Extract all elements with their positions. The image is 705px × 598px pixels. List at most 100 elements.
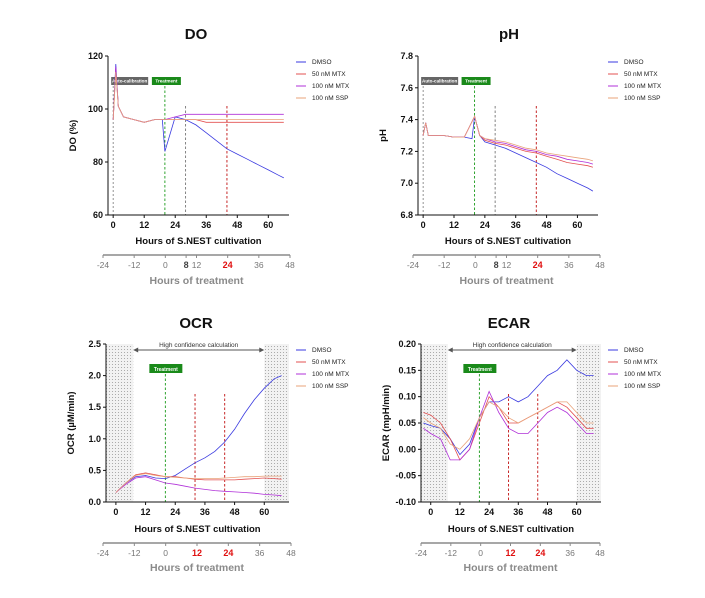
- excluded-region-left: [421, 344, 448, 502]
- treatment-tick-label: -24: [407, 260, 420, 270]
- treatment-tick-label: -12: [128, 260, 141, 270]
- legend-entry: 50 nM MTX: [312, 71, 346, 78]
- treatment-label: Treatment: [465, 79, 487, 84]
- y-tick-label: 1.0: [88, 434, 101, 444]
- calibration-box: [111, 77, 149, 85]
- x-tick-label: 36: [511, 220, 521, 230]
- y-tick-label: 7.4: [400, 115, 413, 125]
- x-tick-label: 24: [484, 507, 494, 517]
- x-tick-label: 48: [542, 220, 552, 230]
- series-line-50-nm-mtx: [115, 472, 282, 493]
- y-tick-label: 60: [93, 210, 103, 220]
- treatment-tick-label: -24: [97, 548, 110, 558]
- treatment-tick-label: 0: [163, 548, 168, 558]
- ecar-chart: ECAR High confidence calculation Treatment…: [381, 315, 662, 574]
- series-line-100-nm-mtx: [423, 390, 594, 461]
- y-tick-label: 0.5: [88, 465, 101, 475]
- treatment-axis-label: Hours of treatment: [150, 275, 244, 287]
- x-tick-label: 60: [259, 507, 269, 517]
- legend-entry: 100 nM SSP: [624, 95, 661, 102]
- treatment-tick-label: -24: [415, 548, 428, 558]
- y-tick-label: 0.20: [398, 339, 416, 349]
- x-tick-label: 12: [141, 507, 151, 517]
- legend-entry: DMSO: [312, 59, 332, 66]
- treatment-tick-label: -24: [97, 260, 110, 270]
- treatment-label: Treatment: [155, 79, 177, 84]
- treatment-tick-label: -12: [438, 260, 451, 270]
- series-line-100-nm-ssp: [422, 115, 594, 162]
- treatment-box: [149, 364, 183, 373]
- legend-entry: 50 nM MTX: [624, 359, 658, 366]
- x-axis-label: Hours of S.NEST cultivation: [135, 236, 261, 247]
- treatment-axis-label: Hours of treatment: [150, 562, 244, 574]
- series-line-50-nm-mtx: [423, 395, 594, 461]
- ph-chart: pH Auto-calibration Treatment 6.8 7.0 7.2 7.4 7…: [378, 26, 662, 287]
- treatment-tick-label: 24: [533, 260, 543, 270]
- y-tick-label: 6.8: [400, 210, 413, 220]
- treatment-tick-label: -12: [445, 548, 458, 558]
- x-tick-label: 12: [455, 507, 465, 517]
- confidence-arrowhead-right: [571, 347, 577, 353]
- y-tick-label: 2.0: [88, 371, 101, 381]
- y-tick-label: 7.2: [400, 146, 413, 156]
- treatment-box: [151, 77, 181, 85]
- y-axis-label: ECAR (mpH/min): [381, 385, 392, 462]
- series-line-100-nm-mtx: [112, 66, 284, 123]
- series-line-dmso: [115, 375, 282, 493]
- treatment-tick-label: 36: [255, 548, 265, 558]
- treatment-tick-label: 0: [473, 260, 478, 270]
- y-tick-label: 7.0: [400, 178, 413, 188]
- y-tick-label: -0.10: [395, 497, 416, 507]
- treatment-tick-label: 24: [223, 260, 233, 270]
- treatment-tick-label: 36: [564, 260, 574, 270]
- series-line-100-nm-mtx: [422, 115, 594, 165]
- y-axis-label: OCR (µM/min): [66, 392, 77, 455]
- confidence-arrowhead-left: [447, 347, 453, 353]
- legend-entry: 100 nM SSP: [312, 383, 349, 390]
- x-tick-label: 24: [170, 507, 180, 517]
- x-tick-label: 24: [170, 220, 180, 230]
- series-line-dmso: [422, 116, 594, 192]
- legend-entry: 100 nM SSP: [312, 95, 349, 102]
- series-line-100-nm-ssp: [115, 473, 282, 493]
- series-line-100-nm-ssp: [112, 71, 284, 123]
- legend-entry: DMSO: [312, 347, 332, 354]
- confidence-label: High confidence calculation: [159, 342, 239, 349]
- x-tick-label: 48: [230, 507, 240, 517]
- y-tick-label: 0.15: [398, 365, 416, 375]
- legend-entry: DMSO: [624, 59, 644, 66]
- treatment-axis-label: Hours of treatment: [460, 275, 554, 287]
- y-axis-label: pH: [378, 129, 389, 142]
- x-tick-label: 60: [263, 220, 273, 230]
- do-title: DO: [185, 26, 208, 43]
- x-tick-label: 12: [449, 220, 459, 230]
- treatment-tick-label: 12: [505, 548, 515, 558]
- y-tick-label: 0.05: [398, 418, 416, 428]
- series-line-100-nm-mtx: [115, 476, 282, 497]
- x-tick-label: 0: [428, 507, 433, 517]
- ph-title: pH: [499, 26, 519, 43]
- y-tick-label: 120: [88, 51, 103, 61]
- calibration-box: [421, 77, 459, 85]
- treatment-tick-label: 48: [286, 548, 296, 558]
- treatment-tick-label: 36: [254, 260, 264, 270]
- treatment-tick-label: 12: [192, 260, 202, 270]
- x-tick-label: 36: [201, 220, 211, 230]
- legend-entry: 50 nM MTX: [312, 359, 346, 366]
- x-tick-label: 0: [113, 507, 118, 517]
- treatment-tick-label: 8: [494, 260, 499, 270]
- x-axis-label: Hours of S.NEST cultivation: [448, 524, 574, 535]
- calibration-label: Auto-calibration: [112, 79, 147, 84]
- legend-entry: 100 nM MTX: [624, 371, 662, 378]
- x-tick-label: 24: [480, 220, 490, 230]
- y-tick-label: 100: [88, 104, 103, 114]
- treatment-tick-label: 24: [223, 548, 233, 558]
- y-tick-label: -0.05: [395, 471, 416, 481]
- y-tick-label: 7.8: [400, 51, 413, 61]
- x-tick-label: 0: [111, 220, 116, 230]
- treatment-tick-label: 48: [595, 548, 605, 558]
- calibration-label: Auto-calibration: [422, 79, 457, 84]
- ocr-chart: OCR High confidence calculation Treatment 0…: [66, 315, 350, 574]
